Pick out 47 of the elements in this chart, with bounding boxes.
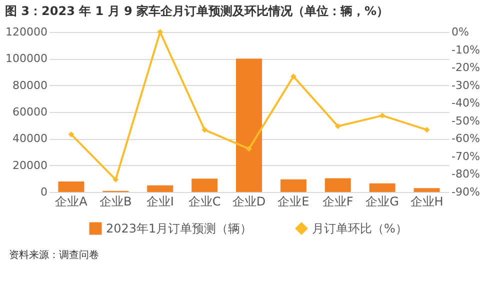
y2-tick-label: -40% <box>452 96 480 110</box>
chart-title: 图 3：2023 年 1 月 9 家车企月订单预测及环比情况（单位：辆，%） <box>5 4 389 18</box>
y-tick-label: 40000 <box>12 132 48 146</box>
y-tick-label: 60000 <box>12 106 48 118</box>
point <box>246 146 252 152</box>
y-tick-label: 0 <box>40 186 48 198</box>
y2-tick-label: -30% <box>452 78 480 92</box>
point <box>112 176 119 183</box>
bar <box>369 183 396 192</box>
point <box>202 126 208 133</box>
x-tick-label: 企业E <box>278 194 310 208</box>
y2-tick-label: -70% <box>452 150 480 163</box>
y-tick-label: 80000 <box>12 78 48 92</box>
x-tick-label: 企业G <box>366 194 399 208</box>
point <box>157 29 164 35</box>
y2-tick-label: -10% <box>452 43 480 56</box>
x-tick-label: 企业B <box>100 194 132 208</box>
text: 资料来源：调查问卷 <box>9 249 99 261</box>
bar <box>192 178 218 192</box>
x-tick-label: 企业I <box>146 194 174 208</box>
point <box>290 73 296 80</box>
x-tick-label: 企业F <box>322 194 354 208</box>
x-tick-label: 企业H <box>410 194 444 208</box>
x-tick-label: 企业A <box>55 194 88 208</box>
point <box>379 112 386 119</box>
y2-tick-label: -20% <box>452 61 480 74</box>
legend-label: 2023年1月订单预测（辆） <box>106 222 252 236</box>
bar <box>414 188 440 192</box>
point <box>424 126 430 133</box>
point <box>68 131 74 138</box>
y2-tick-label: 0% <box>452 26 469 38</box>
legend-label: 月订单环比（%） <box>312 222 408 236</box>
y-tick-label: 20000 <box>12 158 48 172</box>
bar <box>147 185 174 192</box>
point <box>334 123 341 130</box>
bar <box>58 181 84 192</box>
y2-tick-label: -90% <box>452 186 480 198</box>
y-tick-label: 120000 <box>6 26 48 38</box>
bar <box>324 178 351 192</box>
y2-tick-label: -80% <box>452 168 480 181</box>
y2-tick-label: -60% <box>452 132 480 146</box>
x-tick-label: 企业C <box>188 194 221 208</box>
bar <box>236 58 262 192</box>
y2-tick-label: -50% <box>452 114 480 128</box>
x-tick-label: 企业D <box>232 194 266 208</box>
bar <box>280 179 306 192</box>
y-tick-label: 100000 <box>6 52 48 66</box>
